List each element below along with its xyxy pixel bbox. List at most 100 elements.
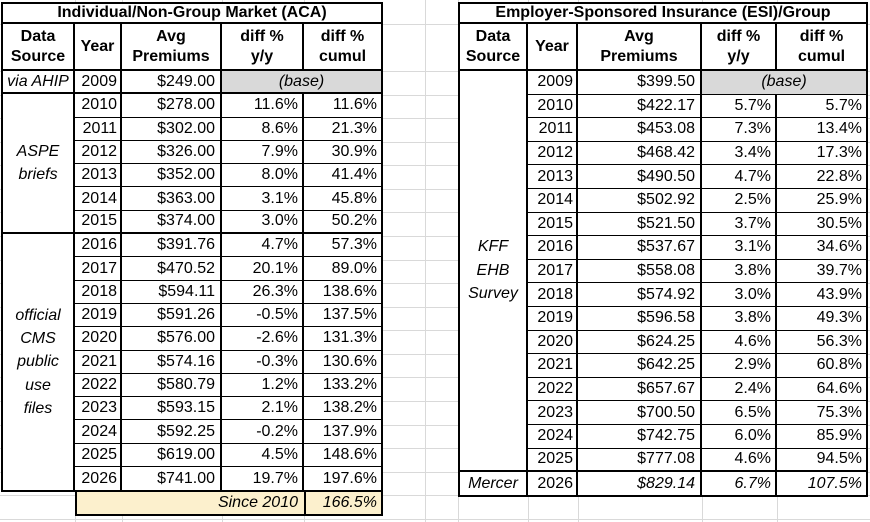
cell-year[interactable]: 2009: [528, 71, 578, 95]
cell-diff-yy[interactable]: 3.7%: [702, 212, 777, 237]
cell-diff-cumul[interactable]: 50.2%: [304, 211, 381, 235]
cell-diff-yy[interactable]: -0.3%: [222, 350, 304, 374]
cell-diff-cumul[interactable]: 75.3%: [777, 401, 866, 425]
cell-year[interactable]: 2010: [75, 94, 122, 118]
cell-year[interactable]: 2013: [528, 165, 578, 189]
cell-diff-cumul[interactable]: 34.6%: [777, 236, 866, 260]
cell-diff-yy[interactable]: 4.7%: [222, 234, 304, 258]
cell-diff-yy[interactable]: 8.6%: [222, 117, 304, 141]
cell-avg-premium[interactable]: $326.00: [122, 140, 222, 165]
cell-data-source[interactable]: official CMS public use files: [3, 234, 75, 490]
cell-year[interactable]: 2012: [528, 141, 578, 166]
cell-year[interactable]: 2014: [528, 188, 578, 213]
cell-avg-premium[interactable]: $558.08: [578, 259, 702, 284]
cell-avg-premium[interactable]: $521.50: [578, 212, 702, 237]
cell-data-source[interactable]: Mercer: [460, 472, 528, 495]
cell-diff-cumul[interactable]: 43.9%: [777, 283, 866, 307]
cell-avg-premium[interactable]: $624.25: [578, 330, 702, 355]
col-header-diff-yy[interactable]: diff % y/y: [702, 24, 777, 71]
cell-diff-yy[interactable]: 7.3%: [702, 118, 777, 142]
cell-diff-yy[interactable]: 3.0%: [702, 283, 777, 307]
cell-year[interactable]: 2016: [75, 234, 122, 258]
cell-avg-premium[interactable]: $580.79: [122, 373, 222, 398]
col-header-avg-premiums[interactable]: Avg Premiums: [122, 24, 222, 71]
cell-diff-yy[interactable]: 3.1%: [702, 236, 777, 260]
cell-diff-yy[interactable]: -2.6%: [222, 327, 304, 351]
footer-label-cell[interactable]: Since 2010: [77, 492, 304, 514]
cell-diff-yy[interactable]: 4.7%: [702, 165, 777, 189]
cell-diff-yy[interactable]: 4.6%: [702, 448, 777, 473]
cell-base[interactable]: (base): [222, 71, 381, 95]
cell-year[interactable]: 2023: [528, 401, 578, 425]
cell-diff-cumul[interactable]: 131.3%: [304, 327, 381, 351]
cell-avg-premium[interactable]: $741.00: [122, 467, 222, 490]
col-header-avg-premiums[interactable]: Avg Premiums: [578, 24, 702, 71]
col-header-diff-cumul[interactable]: diff % cumul: [304, 24, 381, 71]
cell-avg-premium[interactable]: $453.08: [578, 118, 702, 142]
cell-avg-premium[interactable]: $391.76: [122, 234, 222, 258]
cell-diff-cumul[interactable]: 133.2%: [304, 374, 381, 398]
cell-year[interactable]: 2022: [528, 377, 578, 402]
cell-diff-cumul[interactable]: 64.6%: [777, 378, 866, 402]
cell-diff-cumul[interactable]: 107.5%: [807, 474, 862, 492]
cell-avg-premium[interactable]: $374.00: [122, 210, 222, 235]
cell-year[interactable]: 2023: [75, 397, 122, 421]
cell-diff-cumul[interactable]: 13.4%: [777, 118, 866, 142]
cell-avg-premium[interactable]: $278.00: [122, 94, 222, 118]
cell-avg-premium[interactable]: $363.00: [122, 187, 222, 211]
cell-diff-cumul[interactable]: 197.6%: [322, 469, 377, 487]
col-header-year[interactable]: Year: [528, 24, 578, 71]
cell-data-source[interactable]: ASPE briefs: [3, 94, 75, 235]
cell-diff-yy[interactable]: 4.5%: [222, 443, 304, 468]
cell-diff-cumul[interactable]: 60.8%: [777, 354, 866, 378]
cell-year[interactable]: 2015: [528, 212, 578, 237]
cell-diff-yy[interactable]: 2.9%: [702, 354, 777, 378]
cell-diff-cumul[interactable]: 21.3%: [304, 118, 381, 141]
cell-diff-cumul[interactable]: 130.6%: [304, 351, 381, 374]
cell-diff-cumul[interactable]: 49.3%: [777, 307, 866, 331]
col-header-diff-yy[interactable]: diff % y/y: [222, 24, 304, 71]
cell-avg-premium[interactable]: $829.14: [578, 472, 702, 495]
cell-avg-premium[interactable]: $490.50: [578, 165, 702, 189]
cell-diff-yy[interactable]: 3.4%: [702, 141, 777, 166]
cell-avg-premium[interactable]: $352.00: [122, 164, 222, 188]
cell-diff-cumul[interactable]: 148.6%: [304, 444, 381, 468]
cell-diff-cumul[interactable]: 94.5%: [777, 449, 866, 473]
cell-avg-premium[interactable]: $249.00: [122, 71, 222, 95]
cell-diff-cumul[interactable]: 41.4%: [304, 164, 381, 188]
cell-diff-cumul[interactable]: 57.3%: [304, 234, 381, 258]
cell-diff-yy[interactable]: 19.7%: [222, 467, 304, 490]
col-header-data-source[interactable]: Data Source: [3, 24, 75, 71]
cell-diff-yy[interactable]: 6.0%: [702, 424, 777, 449]
cell-diff-yy[interactable]: 3.0%: [222, 210, 304, 235]
cell-diff-cumul[interactable]: 56.3%: [777, 331, 866, 355]
cell-year[interactable]: 2021: [75, 350, 122, 374]
cell-avg-premium[interactable]: $576.00: [122, 327, 222, 351]
cell-data-source[interactable]: KFF EHB Survey: [460, 71, 528, 473]
table-title-esi-group[interactable]: Employer-Sponsored Insurance (ESI)/Group: [460, 4, 866, 24]
cell-year[interactable]: 2018: [528, 283, 578, 307]
cell-avg-premium[interactable]: $591.26: [122, 303, 222, 328]
cell-diff-cumul[interactable]: 85.9%: [777, 425, 866, 449]
cell-year[interactable]: 2024: [75, 420, 122, 444]
cell-avg-premium[interactable]: $468.42: [578, 141, 702, 166]
cell-avg-premium[interactable]: $422.17: [578, 94, 702, 119]
cell-diff-yy[interactable]: 3.8%: [702, 259, 777, 284]
cell-diff-cumul[interactable]: 30.5%: [777, 213, 866, 237]
cell-avg-premium[interactable]: $574.16: [122, 350, 222, 374]
cell-year[interactable]: 2020: [75, 327, 122, 351]
cell-diff-cumul[interactable]: 17.3%: [777, 142, 866, 166]
cell-diff-cumul[interactable]: 11.6%: [304, 94, 381, 118]
col-header-diff-cumul[interactable]: diff % cumul: [777, 24, 866, 71]
cell-year[interactable]: 2021: [528, 354, 578, 378]
cell-diff-yy[interactable]: 2.1%: [222, 397, 304, 421]
cell-diff-cumul[interactable]: 30.9%: [304, 141, 381, 165]
cell-year[interactable]: 2025: [75, 443, 122, 468]
cell-avg-premium[interactable]: $470.52: [122, 257, 222, 281]
cell-avg-premium[interactable]: $592.25: [122, 420, 222, 444]
cell-avg-premium[interactable]: $596.58: [578, 306, 702, 331]
cell-avg-premium[interactable]: $642.25: [578, 354, 702, 378]
cell-year[interactable]: 2019: [75, 303, 122, 328]
cell-diff-cumul[interactable]: 138.6%: [304, 281, 381, 304]
cell-year[interactable]: 2011: [528, 118, 578, 142]
